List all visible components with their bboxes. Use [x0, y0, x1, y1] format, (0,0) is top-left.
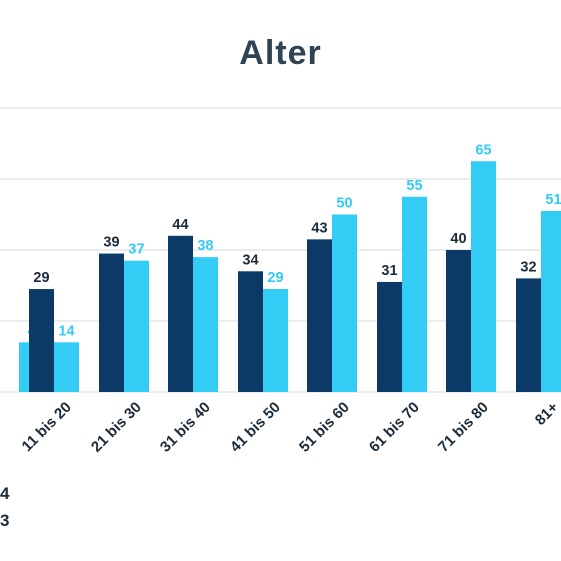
bar-dark-1: [29, 289, 54, 392]
category-label-4: 41 bis 50: [227, 399, 284, 456]
bar-light-2: [124, 260, 149, 392]
bar-light-1: [54, 342, 79, 392]
value-label-light-6: 55: [406, 178, 422, 194]
bar-dark-4: [238, 271, 263, 392]
bar-dark-2: [99, 253, 124, 392]
bar-dark-3: [168, 235, 193, 392]
value-label-dark-3: 44: [172, 217, 188, 233]
legend-entry-dark: 4: [0, 484, 10, 503]
value-label-light-3: 38: [197, 238, 213, 254]
category-label-8: 81+: [532, 399, 561, 429]
bar-dark-8: [516, 278, 541, 392]
bar-dark-6: [377, 281, 402, 392]
value-label-light-7: 65: [475, 142, 491, 158]
legend-entry-light: 3: [0, 511, 10, 530]
category-label-7: 71 bis 80: [435, 399, 492, 456]
bar-dark-7: [446, 250, 471, 392]
bar-light-4: [263, 289, 288, 392]
bar-light-5: [332, 214, 357, 392]
chart-title: Alter: [239, 34, 322, 72]
category-label-2: 21 bis 30: [88, 399, 145, 456]
value-label-light-1: 14: [58, 323, 74, 339]
value-label-light-8: 51: [545, 192, 561, 208]
category-label-5: 51 bis 60: [296, 399, 353, 456]
bar-light-7: [471, 161, 496, 392]
category-label-1: 11 bis 20: [19, 399, 75, 455]
value-label-dark-8: 32: [520, 259, 536, 275]
value-label-dark-5: 43: [311, 220, 327, 236]
bar-dark-5: [307, 239, 332, 392]
category-label-3: 31 bis 40: [157, 399, 214, 456]
bar-light-3: [193, 257, 218, 392]
bar-light-8: [541, 210, 561, 392]
value-label-dark-2: 39: [103, 235, 119, 251]
bar-light-6: [402, 196, 427, 392]
value-label-light-2: 37: [128, 242, 144, 258]
value-label-dark-6: 31: [381, 263, 397, 279]
value-label-dark-4: 34: [242, 252, 258, 268]
category-label-6: 61 bis 70: [366, 399, 423, 456]
value-label-dark-7: 40: [450, 231, 466, 247]
value-label-dark-1: 29: [33, 270, 49, 286]
value-label-light-4: 29: [267, 270, 283, 286]
value-label-light-5: 50: [336, 196, 352, 212]
